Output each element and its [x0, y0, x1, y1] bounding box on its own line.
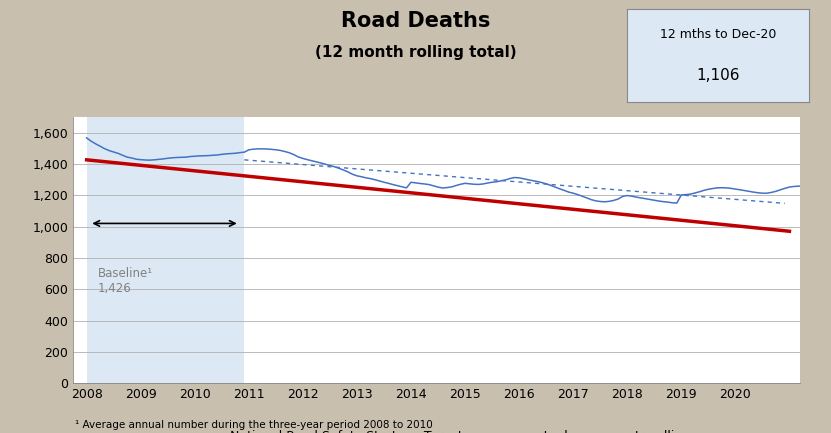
Text: ¹ Average annual number during the three-year period 2008 to 2010: ¹ Average annual number during the three… [75, 420, 433, 430]
Legend: National Road Safety Strategy Target, actual, trendline: National Road Safety Strategy Target, ac… [178, 424, 696, 433]
Text: 1,426: 1,426 [97, 282, 131, 295]
Text: 1,106: 1,106 [696, 68, 740, 83]
Bar [86, 117, 244, 383]
Text: Baseline¹: Baseline¹ [97, 267, 153, 280]
Text: (12 month rolling total): (12 month rolling total) [315, 45, 516, 61]
Text: 12 mths to Dec-20: 12 mths to Dec-20 [660, 28, 776, 41]
Text: Road Deaths: Road Deaths [341, 11, 490, 31]
